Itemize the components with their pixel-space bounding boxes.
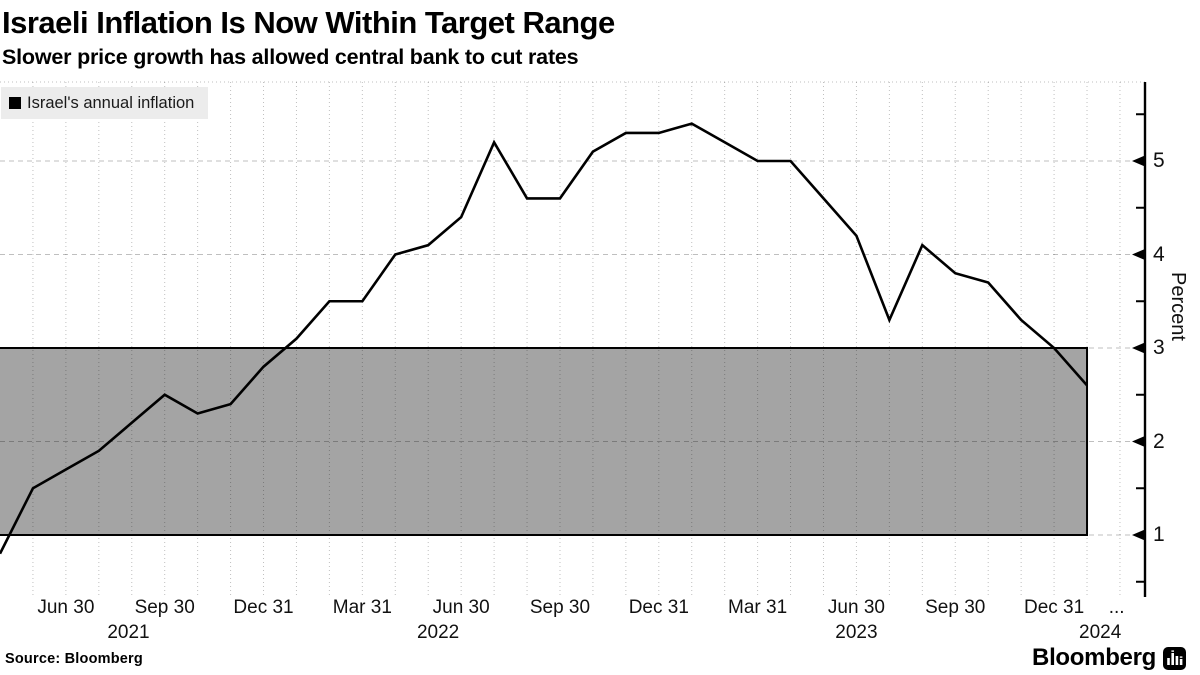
bloomberg-logo: Bloomberg	[1032, 644, 1186, 672]
x-tick-label: Mar 31	[728, 597, 788, 618]
legend-swatch-icon	[9, 97, 21, 109]
x-year-label: 2024	[1079, 622, 1122, 643]
target-band	[0, 347, 1089, 536]
y-axis-major-tick-icon	[1132, 529, 1145, 541]
y-tick-label: 5	[1153, 149, 1165, 172]
bloomberg-wordmark: Bloomberg	[1032, 644, 1156, 671]
y-axis-major-tick-icon	[1132, 436, 1145, 447]
x-tick-label: Dec 31	[233, 597, 294, 618]
x-tick-label: Jun 30	[432, 597, 490, 618]
x-tick-label: Sep 30	[925, 597, 986, 618]
page-subtitle: Slower price growth has allowed central …	[2, 45, 579, 69]
x-tick-label: Dec 31	[628, 597, 689, 618]
y-tick-label: 2	[1153, 429, 1165, 453]
x-tick-label: Sep 30	[529, 597, 591, 618]
bloomberg-terminal-icon	[1163, 646, 1186, 670]
x-tick-label: Jun 30	[827, 597, 885, 618]
y-axis-major-tick-icon	[1132, 155, 1145, 167]
y-tick-label: 4	[1153, 242, 1165, 266]
x-tick-label: ...	[1108, 597, 1125, 618]
legend: Israel's annual inflation	[1, 87, 209, 119]
source-credit: Source: Bloomberg	[5, 651, 143, 667]
y-axis-major-tick-icon	[1132, 342, 1145, 354]
x-year-label: 2022	[416, 622, 460, 643]
y-tick-label: 3	[1153, 336, 1165, 359]
y-axis-title: Percent	[1167, 272, 1189, 341]
x-tick-label: Mar 31	[332, 597, 392, 618]
x-tick-label: Dec 31	[1023, 597, 1085, 618]
inflation-line	[0, 122, 1088, 555]
x-year-label: 2021	[107, 622, 150, 643]
page-title: Israeli Inflation Is Now Within Target R…	[2, 5, 615, 40]
legend-label: Israel's annual inflation	[27, 93, 195, 112]
x-tick-label: Sep 30	[134, 597, 195, 618]
x-tick-label: Jun 30	[37, 597, 95, 618]
y-axis-major-tick-icon	[1132, 249, 1145, 260]
y-tick-label: 1	[1153, 523, 1165, 546]
x-year-label: 2023	[835, 622, 878, 643]
